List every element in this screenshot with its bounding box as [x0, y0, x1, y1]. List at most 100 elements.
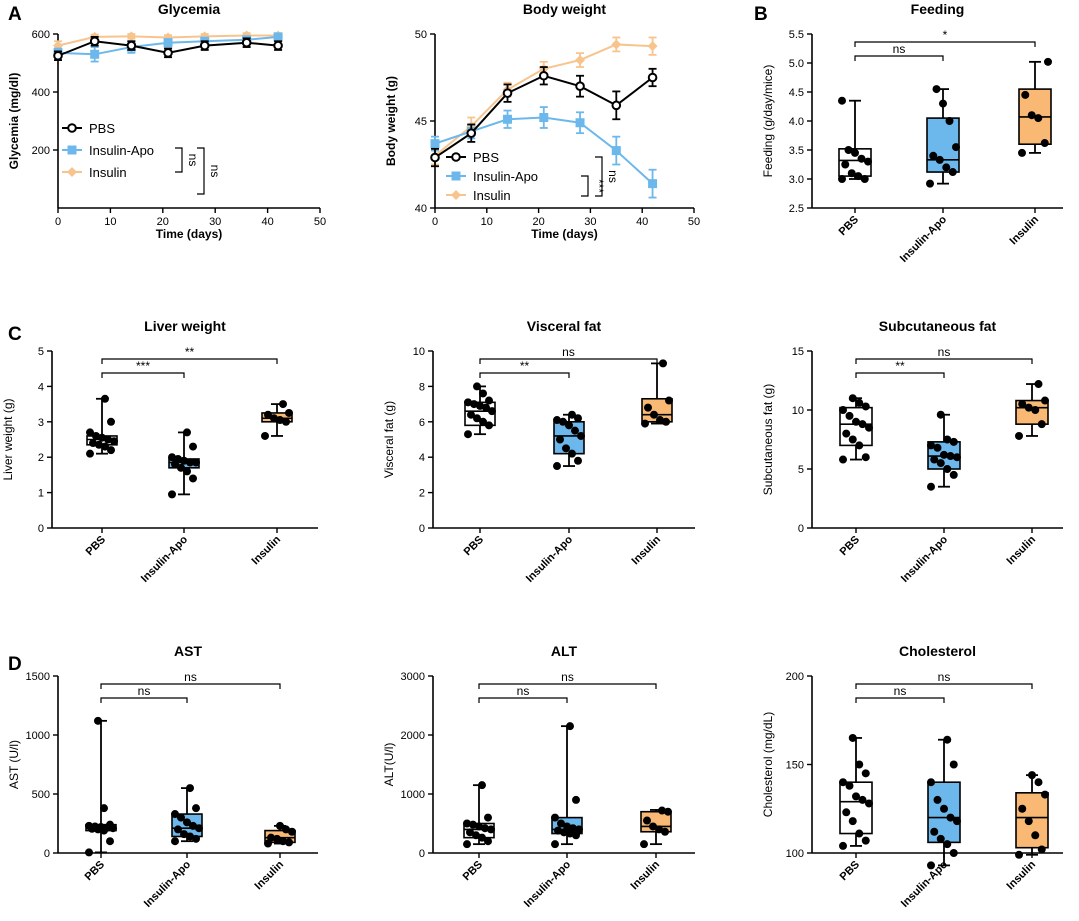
- alt-data-point: [566, 722, 574, 731]
- visceral-data-point: [479, 417, 487, 426]
- alt-data-point: [469, 820, 477, 829]
- visceral-stat-label: **: [520, 359, 530, 373]
- liver-data-point: [86, 449, 94, 458]
- subcutaneous-data-point: [865, 423, 873, 432]
- bodyweight-data-point: [575, 55, 586, 66]
- bodyweight-legend-label: Insulin: [473, 188, 511, 203]
- alt-data-point: [661, 827, 669, 836]
- glycemia-legend-label: PBS: [89, 121, 115, 136]
- subcutaneous-y-tick-label: 5: [798, 464, 804, 476]
- bodyweight-stat-bracket: [581, 175, 589, 197]
- visceral-data-point: [656, 416, 664, 425]
- visceral-data-point: [553, 416, 561, 425]
- feeding-y-tick-label: 4.0: [789, 116, 804, 128]
- ast-data-point: [279, 837, 287, 846]
- bodyweight-data-point: [575, 118, 585, 128]
- glycemia-data-point: [53, 50, 63, 61]
- feeding-data-point: [844, 146, 853, 154]
- bodyweight-x-tick-label: 20: [532, 216, 544, 228]
- alt-y-tick-label: 0: [419, 848, 425, 860]
- feeding-x-tick-label: PBS: [837, 214, 861, 238]
- visceral-stat-bracket: [479, 372, 570, 378]
- ast-data-point: [267, 833, 275, 842]
- visceral-data-point: [650, 410, 658, 419]
- ast-y-tick-label: 1000: [26, 730, 50, 742]
- cholesterol-data-point: [943, 840, 952, 849]
- cholesterol-y-tick-label: 200: [786, 671, 804, 683]
- feeding-data-point: [838, 175, 846, 183]
- cholesterol-data-point: [865, 799, 873, 808]
- bodyweight-x-tick-label: 50: [688, 216, 700, 228]
- visceral-data-point: [553, 462, 561, 471]
- visceral-y-tick-label: 2: [419, 488, 425, 500]
- cholesterol-data-point: [946, 813, 955, 822]
- alt-title: ALT: [551, 643, 578, 659]
- glycemia-legend-marker: [67, 123, 77, 133]
- liver-data-point: [92, 431, 100, 440]
- subcutaneous-data-point: [858, 420, 867, 429]
- glycemia-data-point: [163, 48, 173, 58]
- liver-data-point: [95, 440, 103, 449]
- ast-data-point: [189, 821, 197, 830]
- alt-y-tick-label: 3000: [401, 671, 425, 683]
- ast-data-point: [85, 821, 93, 830]
- panel-letter-a: A: [8, 4, 22, 25]
- visceral-x-tick-label: Insulin: [630, 533, 664, 567]
- glycemia-y-label: Glycemia (mg/dl): [7, 73, 21, 170]
- alt-data-point: [551, 840, 559, 849]
- liver-data-point: [183, 467, 191, 476]
- cholesterol-data-point: [842, 808, 851, 817]
- ast-data-point: [285, 838, 293, 847]
- liver-data-point: [177, 463, 185, 472]
- ast-data-point: [171, 810, 179, 819]
- ast-data-point: [177, 813, 185, 822]
- subcutaneous-x-tick-label: Insulin: [1005, 533, 1039, 567]
- visceral-title: Visceral fat: [527, 318, 602, 334]
- alt-data-point: [575, 825, 583, 834]
- liver-y-tick-label: 1: [38, 488, 44, 500]
- visceral-y-tick-label: 4: [419, 452, 425, 464]
- liver-data-point: [189, 474, 197, 483]
- panel-letter-d: D: [8, 654, 22, 675]
- feeding-data-point: [1040, 139, 1049, 148]
- visceral-data-point: [665, 396, 673, 405]
- liver-data-point: [110, 437, 118, 446]
- bodyweight-x-label: Time (days): [531, 227, 597, 241]
- ast-data-point: [106, 837, 114, 846]
- subcutaneous-y-label: Subcutaneous fat (g): [761, 384, 775, 495]
- liver-data-point: [107, 417, 115, 426]
- ast-data-point: [192, 804, 200, 813]
- ast-data-point: [273, 834, 281, 843]
- alt-data-point: [658, 806, 666, 815]
- cholesterol-data-point: [848, 817, 857, 826]
- subcutaneous-y-tick-label: 10: [792, 405, 804, 417]
- cholesterol-data-point: [930, 827, 939, 836]
- panel-letter-c: C: [8, 324, 22, 345]
- visceral-data-point: [470, 400, 478, 409]
- liver-y-label: Liver weight (g): [1, 398, 15, 480]
- liver-data-point: [101, 394, 109, 403]
- feeding-data-point: [857, 154, 866, 163]
- subcutaneous-y-tick-label: 0: [798, 523, 804, 535]
- glycemia-x-tick-label: 10: [104, 216, 116, 228]
- cholesterol-data-point: [927, 778, 935, 787]
- alt-data-point: [487, 825, 495, 834]
- alt-data-point: [643, 816, 651, 825]
- alt-x-tick-label: Insulin-Apo: [522, 858, 573, 909]
- alt-data-point: [472, 831, 480, 840]
- liver-data-point: [270, 414, 278, 423]
- liver-data-point: [107, 446, 115, 455]
- visceral-data-point: [568, 410, 576, 419]
- visceral-data-point: [556, 435, 564, 444]
- alt-data-point: [655, 825, 663, 834]
- visceral-data-point: [565, 421, 573, 430]
- cholesterol-stat-label: ns: [894, 684, 907, 698]
- bodyweight-data-point: [539, 113, 549, 123]
- bodyweight-data-point: [538, 70, 549, 81]
- liver-y-tick-label: 0: [38, 523, 44, 535]
- glycemia-legend-marker: [67, 167, 77, 177]
- visceral-stat-label: ns: [562, 345, 575, 359]
- alt-data-point: [557, 819, 565, 828]
- subcutaneous-data-point: [848, 394, 857, 403]
